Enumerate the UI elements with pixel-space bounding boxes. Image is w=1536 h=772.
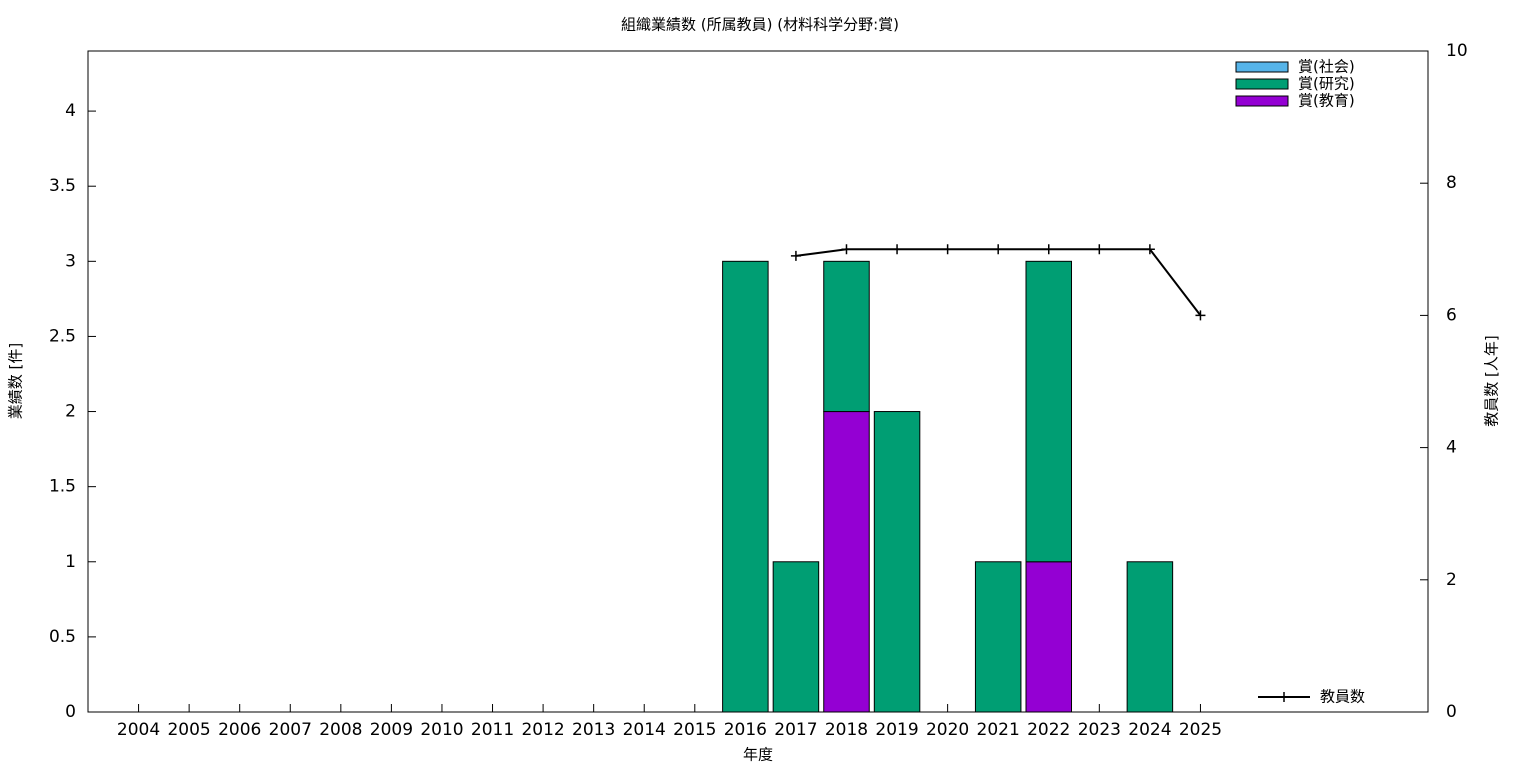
point bbox=[1195, 310, 1206, 321]
x-tick-label: 2016 bbox=[724, 720, 767, 740]
bar bbox=[873, 411, 921, 713]
y-tick-label: 1.5 bbox=[49, 477, 76, 497]
legend-swatch bbox=[1235, 95, 1289, 107]
legend-marker bbox=[1279, 692, 1289, 702]
y-tick-label: 4 bbox=[65, 101, 76, 121]
plot-border bbox=[87, 50, 1429, 713]
y2-tick-label: 10 bbox=[1446, 41, 1468, 61]
legend-label: 教員数 bbox=[1320, 688, 1365, 706]
y2-tick-label: 0 bbox=[1446, 702, 1457, 722]
chart-title: 組織業績数 (所属教員) (材料科学分野:賞) bbox=[621, 16, 899, 34]
point bbox=[892, 244, 903, 255]
bar bbox=[722, 260, 769, 713]
y-tick-label: 2.5 bbox=[49, 326, 76, 346]
point bbox=[1043, 244, 1054, 255]
x-tick-label: 2014 bbox=[623, 720, 666, 740]
y2-tick-label: 8 bbox=[1446, 173, 1457, 193]
bar bbox=[823, 411, 870, 713]
legend-label: 賞(教育) bbox=[1298, 92, 1355, 110]
x-axis-label: 年度 bbox=[743, 746, 773, 764]
bar bbox=[1025, 561, 1073, 713]
x-tick-label: 2018 bbox=[825, 720, 868, 740]
x-tick-label: 2025 bbox=[1179, 720, 1222, 740]
point bbox=[942, 244, 953, 255]
bar bbox=[1025, 260, 1073, 563]
x-tick-label: 2015 bbox=[673, 720, 716, 740]
point bbox=[1144, 244, 1155, 255]
x-tick-label: 2022 bbox=[1027, 720, 1070, 740]
y2-tick-label: 6 bbox=[1446, 305, 1457, 325]
y-tick-label: 2 bbox=[65, 402, 76, 422]
point bbox=[790, 250, 801, 261]
x-tick-label: 2020 bbox=[926, 720, 969, 740]
legend-swatch bbox=[1235, 78, 1289, 90]
y-axis-label: 業績数 [件] bbox=[7, 343, 25, 419]
point bbox=[841, 244, 852, 255]
y2-tick-label: 4 bbox=[1446, 438, 1457, 458]
x-tick-label: 2005 bbox=[167, 720, 210, 740]
y-tick-label: 3.5 bbox=[49, 176, 76, 196]
x-tick-label: 2019 bbox=[875, 720, 918, 740]
legend-label: 賞(研究) bbox=[1298, 75, 1355, 93]
y-tick-label: 1 bbox=[65, 552, 76, 572]
x-tick-label: 2013 bbox=[572, 720, 615, 740]
x-tick-label: 2009 bbox=[370, 720, 413, 740]
y2-tick-label: 2 bbox=[1446, 570, 1457, 590]
x-tick-label: 2004 bbox=[117, 720, 160, 740]
x-tick-label: 2011 bbox=[471, 720, 514, 740]
bar bbox=[823, 260, 870, 413]
y2-axis-label: 教員数 [人年] bbox=[1483, 335, 1501, 426]
x-tick-label: 2024 bbox=[1128, 720, 1171, 740]
x-tick-label: 2012 bbox=[521, 720, 564, 740]
bar bbox=[772, 561, 820, 713]
legend-swatch bbox=[1235, 61, 1289, 73]
point bbox=[1094, 244, 1105, 255]
bar bbox=[1126, 561, 1174, 713]
y-tick-label: 0.5 bbox=[49, 627, 76, 647]
x-tick-label: 2008 bbox=[319, 720, 362, 740]
y-tick-label: 0 bbox=[65, 702, 76, 722]
x-tick-label: 2007 bbox=[269, 720, 312, 740]
x-tick-label: 2021 bbox=[977, 720, 1020, 740]
bar bbox=[974, 561, 1022, 713]
x-tick-label: 2006 bbox=[218, 720, 261, 740]
legend-label: 賞(社会) bbox=[1298, 58, 1355, 76]
y-tick-label: 3 bbox=[65, 251, 76, 271]
x-tick-label: 2017 bbox=[774, 720, 817, 740]
x-tick-label: 2023 bbox=[1078, 720, 1121, 740]
x-tick-label: 2010 bbox=[420, 720, 463, 740]
point bbox=[993, 244, 1004, 255]
